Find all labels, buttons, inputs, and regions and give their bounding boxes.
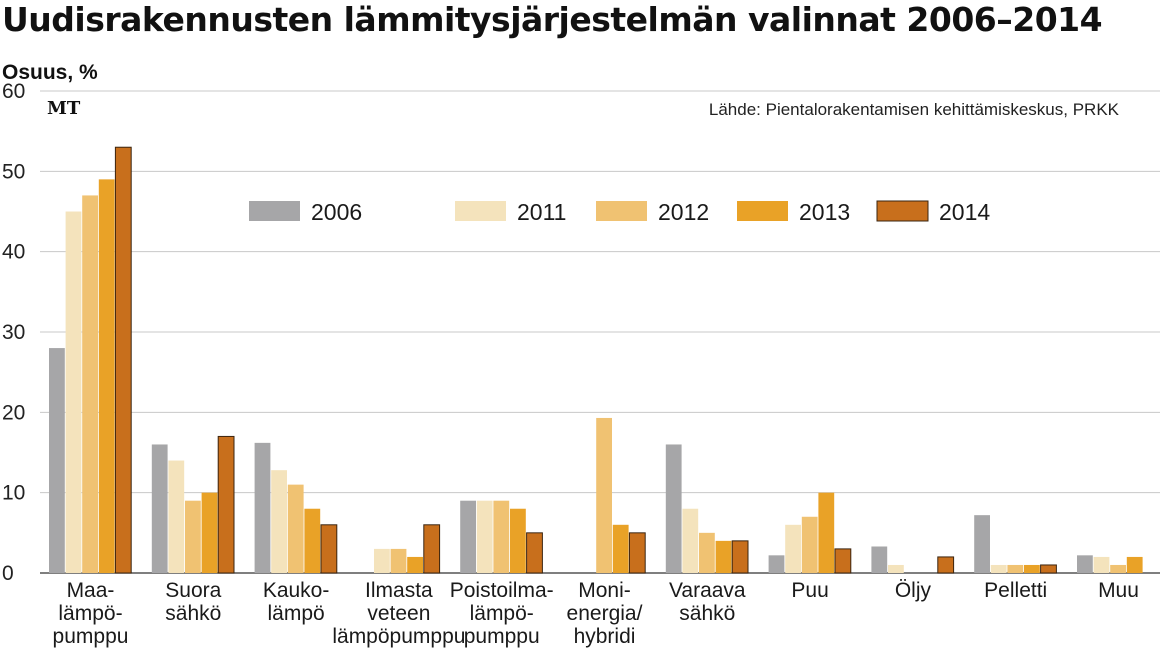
x-tick-label: Ilmasta: [365, 579, 433, 602]
bar: [612, 524, 629, 573]
bar: [665, 444, 682, 573]
x-tick-label: Pelletti: [984, 579, 1047, 602]
y-tick-label: 50: [2, 160, 25, 183]
x-tick-label: Varaava: [669, 579, 746, 602]
bar: [526, 532, 543, 574]
x-tick-label: lämpö-: [470, 602, 534, 625]
legend-swatch: [455, 201, 506, 221]
bar: [49, 348, 65, 573]
x-tick-label: Maa-: [67, 579, 115, 602]
bar: [423, 524, 441, 574]
bar: [888, 564, 904, 573]
x-tick-label: energia/: [567, 602, 643, 625]
bar: [974, 515, 990, 573]
x-tick-label: veteen: [367, 602, 430, 625]
bar: [731, 540, 749, 574]
bar: [168, 460, 185, 573]
bar: [320, 524, 338, 574]
bar: [768, 555, 785, 573]
bar: [201, 492, 218, 573]
bar: [114, 146, 132, 574]
x-tick-label: lämpö-: [58, 602, 122, 625]
x-tick-label: Öljy: [895, 579, 932, 602]
y-axis-label: Osuus, %: [2, 61, 98, 84]
x-tick-label: lämpöpumppu: [332, 625, 465, 648]
bar: [990, 564, 1007, 573]
bar: [304, 508, 321, 573]
x-tick-label: Moni-: [578, 579, 631, 602]
bar: [1077, 555, 1093, 573]
legend-label: 2014: [939, 199, 990, 225]
bar: [374, 548, 390, 573]
bar: [390, 548, 407, 573]
legend-label: 2011: [517, 199, 566, 225]
bar: [818, 492, 835, 573]
y-tick-label: 40: [2, 241, 25, 264]
x-tick-label: Muu: [1098, 579, 1139, 602]
bar: [1126, 556, 1143, 573]
bar: [407, 556, 423, 573]
x-tick-label: Kauko-: [263, 579, 330, 602]
legend-label: 2013: [799, 199, 850, 225]
bar: [834, 548, 852, 574]
bar: [254, 442, 271, 573]
y-tick-label: 20: [2, 401, 25, 424]
bar: [98, 179, 115, 573]
bar: [596, 417, 612, 573]
x-tick-label: sähkö: [679, 602, 735, 625]
bar: [699, 532, 715, 573]
bar: [715, 540, 732, 573]
bar: [287, 484, 304, 573]
bar: [1110, 564, 1126, 573]
bar: [801, 516, 818, 573]
legend-label: 2012: [658, 199, 709, 225]
source-note: Lähde: Pientalorakentamisen kehittämiske…: [708, 100, 1119, 119]
legend-swatch: [876, 200, 929, 222]
legend-swatch: [737, 201, 788, 221]
bar: [65, 211, 82, 573]
chart-title: Uudisrakennusten lämmitysjärjestelmän va…: [2, 0, 1103, 39]
bar: [937, 556, 955, 574]
bar: [271, 470, 287, 573]
bar: [1040, 564, 1057, 574]
bar: [493, 500, 510, 573]
x-tick-label: Puu: [791, 579, 828, 602]
x-tick-label: pumppu: [53, 625, 129, 648]
x-tick-label: lämpö: [267, 602, 324, 625]
bar: [476, 500, 493, 573]
bar: [871, 546, 888, 573]
bar: [151, 444, 168, 573]
y-tick-label: 10: [2, 482, 25, 505]
bar: [628, 532, 646, 574]
x-tick-label: Poistoilma-: [450, 579, 554, 602]
legend-swatch: [249, 201, 300, 221]
legend-label: 2006: [311, 199, 362, 225]
bar: [1007, 564, 1024, 573]
publisher-logo: MT: [47, 98, 81, 119]
x-tick-label: hybridi: [574, 625, 636, 648]
bar: [460, 500, 476, 573]
legend-swatch: [596, 201, 647, 221]
bar: [1093, 556, 1110, 573]
bar: [82, 195, 98, 573]
y-tick-label: 0: [2, 562, 14, 585]
y-tick-label: 30: [2, 321, 25, 344]
bar: [185, 500, 201, 573]
bar: [682, 508, 699, 573]
x-tick-label: sähkö: [165, 602, 221, 625]
bar: [785, 524, 801, 573]
x-tick-label: pumppu: [464, 625, 540, 648]
y-tick-label: 60: [2, 80, 25, 103]
x-tick-label: Suora: [165, 579, 221, 602]
bar: [217, 435, 235, 574]
bar: [1024, 564, 1040, 573]
bar: [510, 508, 526, 573]
